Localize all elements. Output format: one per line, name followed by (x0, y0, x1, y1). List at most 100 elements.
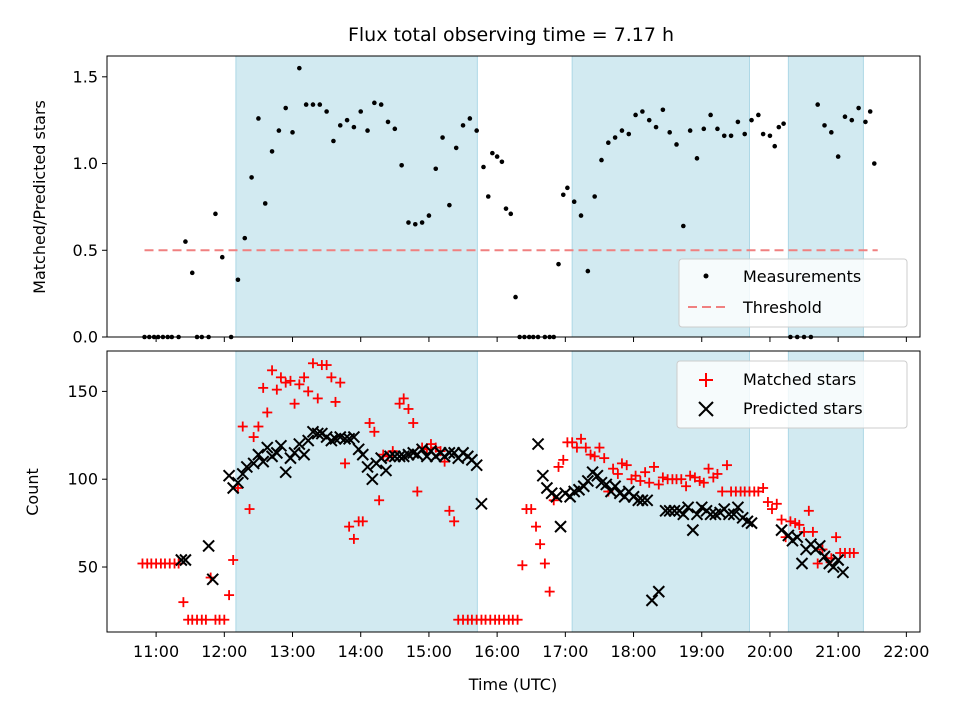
top-y-ticks: 0.0 0.5 1.0 1.5 (73, 67, 107, 347)
measurement-point (646, 117, 652, 123)
measurement-point (344, 117, 350, 123)
matched-star-point (785, 516, 796, 527)
matched-star-point (635, 475, 646, 486)
measurement-point (701, 126, 707, 132)
predicted-star-point (690, 508, 704, 521)
measurement-point (776, 124, 782, 130)
matched-star-point (232, 482, 243, 493)
measurement-point (835, 154, 841, 159)
measurement-point (481, 164, 486, 170)
matched-star-point (621, 460, 632, 471)
predicted-star-point (240, 460, 254, 474)
matched-star-point (330, 396, 341, 407)
bottom-x-ticks: 11:00 12:00 13:00 14:00 15:00 16:00 17:00 18:00… (133, 632, 929, 661)
predicted-star-point (731, 501, 745, 514)
matched-star-point (335, 377, 346, 388)
predicted-star-point (379, 464, 393, 477)
legend-predicted-label: Predicted stars (743, 399, 863, 418)
measurement-point (715, 126, 720, 132)
predicted-star-point (274, 439, 288, 453)
measurement-point (337, 123, 343, 128)
matched-star-point (539, 558, 550, 569)
predicted-star-point (827, 560, 840, 574)
matched-star-point (676, 474, 687, 485)
matched-star-point (649, 461, 660, 472)
matched-star-point (237, 421, 248, 432)
measurement-point (412, 221, 418, 227)
bottom-y-ticks: 50 100 150 (67, 382, 107, 577)
measurement-point (560, 192, 566, 198)
top-axes-frame (106, 55, 921, 338)
x-tick-label: 22:00 (883, 642, 929, 661)
predicted-star-point (356, 448, 369, 461)
predicted-star-point (831, 553, 845, 567)
matched-star-point (253, 421, 264, 432)
matched-star-point (262, 407, 273, 418)
predicted-star-point (681, 501, 695, 514)
matched-star-point (374, 495, 385, 506)
predicted-star-point (175, 553, 188, 567)
measurement-point (276, 128, 282, 133)
predicted-star-point (407, 446, 420, 460)
measurement-point (474, 128, 479, 133)
measurement-point (490, 150, 495, 156)
matched-star-point (535, 539, 546, 550)
matched-star-point (526, 504, 537, 515)
matched-star-point (681, 481, 692, 492)
matched-star-point (831, 532, 842, 543)
predicted-star-point (663, 504, 676, 518)
matched-star-point (612, 468, 623, 479)
measurement-point (503, 206, 509, 211)
predicted-star-point (554, 520, 567, 533)
matched-star-point (178, 597, 189, 608)
matched-star-point (803, 505, 814, 516)
measurement-point (331, 138, 336, 144)
measurement-point (392, 126, 398, 132)
measurement-point (290, 130, 295, 135)
measurement-point (694, 156, 700, 161)
measurement-point (640, 109, 645, 114)
matched-star-point (553, 461, 564, 472)
predicted-star-point (659, 504, 672, 518)
matched-star-point (321, 360, 332, 371)
measurement-point (283, 105, 288, 111)
legend-measurements-label: Measurements (743, 267, 861, 286)
measurement-point (183, 239, 188, 244)
legend-matched-label: Matched stars (743, 370, 856, 389)
y-tick-label: 0.0 (73, 328, 98, 347)
matched-star-point (567, 437, 578, 448)
measurement-point (660, 107, 666, 113)
matched-star-point (657, 472, 668, 483)
x-tick-label: 20:00 (747, 642, 793, 661)
matched-star-point (848, 547, 859, 558)
measurement-point (494, 154, 500, 159)
predicted-star-point (256, 455, 270, 468)
predicted-star-point (270, 446, 284, 460)
matched-star-point (408, 418, 419, 429)
predicted-star-point (470, 458, 483, 472)
matched-star-point (369, 426, 380, 437)
measurement-point (467, 116, 473, 121)
measurement-point (310, 102, 316, 107)
matched-star-point (307, 358, 318, 369)
matched-star-point (512, 614, 523, 625)
predicted-star-point (722, 508, 736, 521)
measurement-point (599, 157, 604, 163)
legend-predicted-marker (698, 401, 714, 417)
predicted-star-point (636, 494, 649, 507)
measurement-point (419, 220, 425, 225)
measurement-point (249, 175, 254, 180)
predicted-star-point (222, 469, 236, 482)
x-tick-label: 16:00 (474, 642, 520, 661)
y-tick-label: 100 (67, 470, 98, 489)
matched-star-point (599, 453, 610, 464)
matched-star-point (517, 560, 528, 571)
predicted-star-point (791, 530, 804, 544)
matched-star-point (576, 433, 587, 444)
measurement-point (324, 109, 329, 114)
measurement-point (440, 135, 445, 140)
matched-star-point (357, 516, 368, 527)
matched-star-point (267, 365, 278, 376)
predicted-star-point (366, 472, 379, 486)
measurement-point (829, 130, 834, 135)
